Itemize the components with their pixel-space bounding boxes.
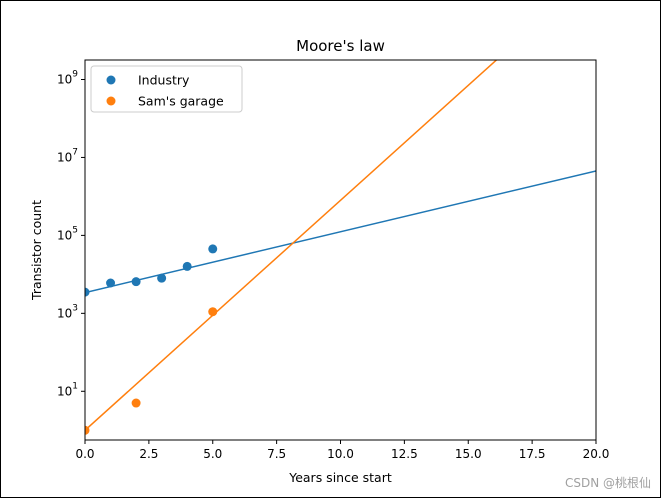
legend: Industry Sam's garage: [90, 65, 243, 113]
point-sam-s-garage-1: [131, 398, 141, 408]
x-axis-ticks: 0.0 2.5 5.0 7.5 10.0 12.5 15.0 17.5 20.0: [75, 440, 609, 461]
legend-label-industry: Industry: [138, 73, 190, 88]
legend-marker-sams-garage: [106, 96, 116, 106]
point-industry-5: [208, 244, 218, 254]
point-industry-3: [157, 273, 167, 283]
y-tick-label: 101: [57, 381, 78, 398]
watermark-text: CSDN @桃根仙: [565, 475, 651, 490]
point-sam-s-garage-2: [208, 307, 218, 317]
x-tick-label: 0.0: [75, 447, 94, 461]
y-tick-label: 109: [57, 69, 78, 86]
legend-label-sams-garage: Sam's garage: [138, 94, 224, 109]
y-tick-label: 105: [57, 225, 78, 242]
x-axis-label: Years since start: [288, 470, 392, 485]
point-industry-1: [106, 278, 116, 288]
y-axis-label: Transistor count: [29, 200, 44, 301]
x-tick-label: 15.0: [455, 447, 482, 461]
x-tick-label: 17.5: [519, 447, 546, 461]
y-tick-label: 103: [57, 303, 78, 320]
x-tick-label: 20.0: [583, 447, 610, 461]
y-tick-label: 107: [57, 147, 78, 164]
y-axis-ticks: 101 103 105 107 109: [57, 69, 85, 398]
fit-lines: [85, 60, 596, 431]
chart-title: Moore's law: [296, 37, 385, 55]
data-points: [85, 244, 218, 435]
point-industry-2: [131, 277, 141, 287]
legend-marker-industry: [106, 75, 116, 85]
fit-line-sam-s-garage: [85, 60, 498, 431]
x-tick-label: 12.5: [391, 447, 418, 461]
x-tick-label: 5.0: [203, 447, 222, 461]
x-tick-label: 2.5: [139, 447, 158, 461]
x-tick-label: 10.0: [327, 447, 354, 461]
legend-box: [90, 65, 243, 113]
point-industry-4: [182, 261, 192, 271]
plot-frame: [84, 59, 597, 441]
point-sam-s-garage-0: [85, 425, 90, 435]
point-industry-0: [85, 287, 90, 297]
fit-line-industry: [85, 170, 596, 294]
x-tick-label: 7.5: [267, 447, 286, 461]
